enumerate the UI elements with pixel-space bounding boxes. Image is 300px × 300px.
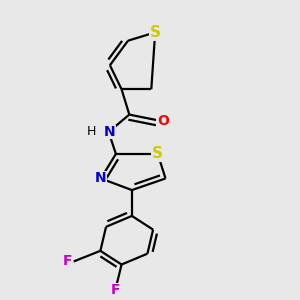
Text: S: S [152, 146, 163, 161]
Text: F: F [111, 284, 121, 297]
Text: H: H [86, 125, 96, 138]
Text: O: O [157, 114, 169, 128]
Text: F: F [62, 254, 72, 268]
Text: N: N [104, 125, 116, 139]
Text: S: S [150, 25, 161, 40]
Text: N: N [95, 172, 107, 185]
